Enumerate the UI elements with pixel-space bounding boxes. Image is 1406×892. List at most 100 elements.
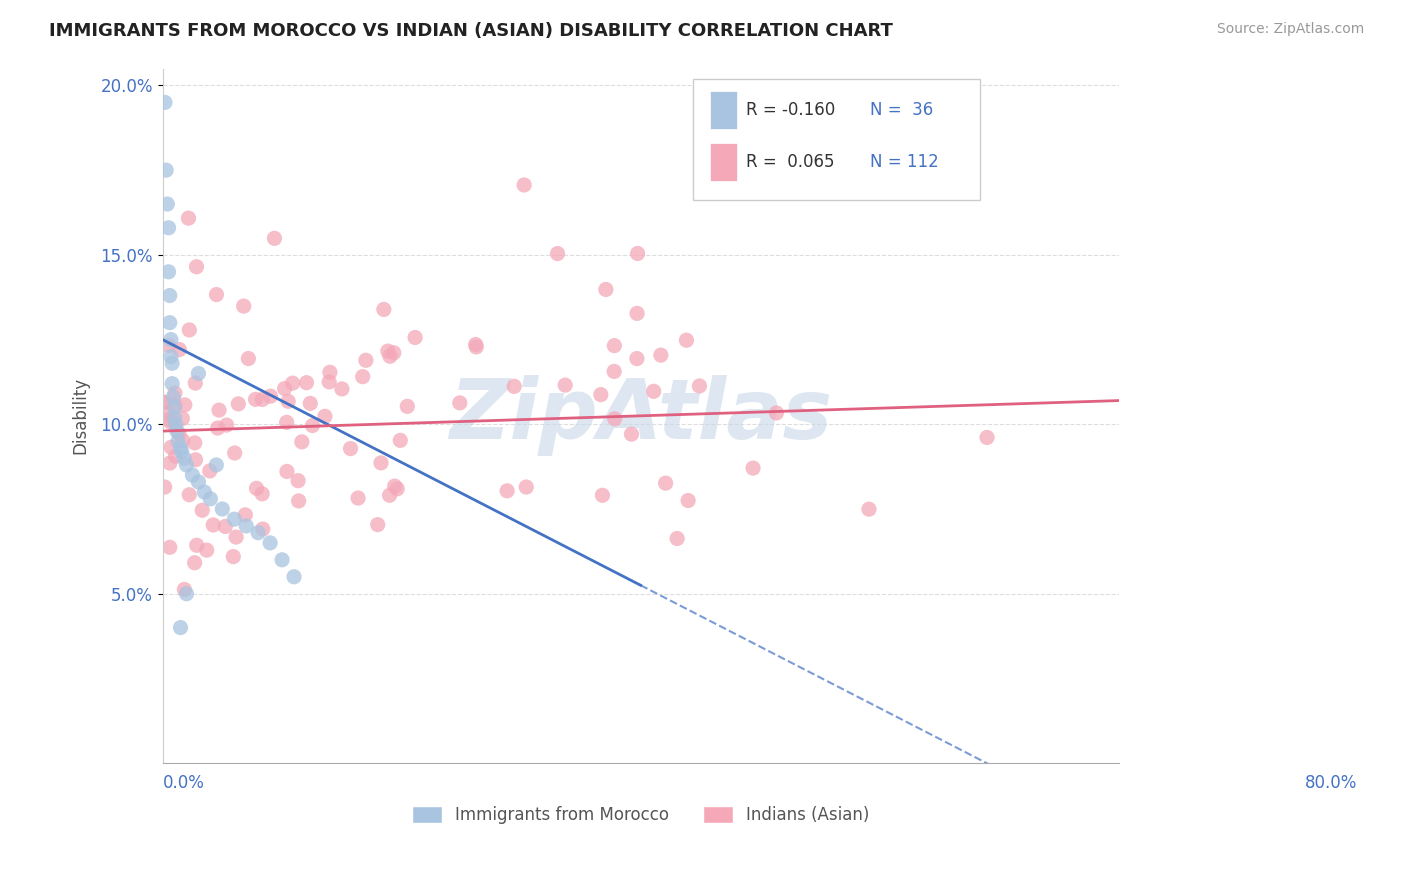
Text: N = 112: N = 112 xyxy=(870,153,939,171)
Point xyxy=(858,502,880,516)
Point xyxy=(367,517,389,532)
Point xyxy=(211,502,233,516)
Point xyxy=(273,382,295,396)
Point xyxy=(654,476,676,491)
Point xyxy=(167,434,190,449)
Point xyxy=(162,390,184,404)
Point xyxy=(742,461,765,475)
Point xyxy=(377,344,399,359)
Text: 0.0%: 0.0% xyxy=(163,774,204,792)
Point xyxy=(595,283,617,297)
Point xyxy=(225,530,247,544)
Point xyxy=(382,346,405,360)
Point xyxy=(208,403,231,417)
Point xyxy=(159,288,181,302)
Point xyxy=(181,468,204,483)
Point xyxy=(603,364,626,378)
Point xyxy=(676,493,699,508)
Point xyxy=(157,220,180,235)
Point xyxy=(159,456,181,470)
Point xyxy=(167,426,190,441)
Point xyxy=(347,491,370,505)
Point xyxy=(160,440,183,454)
Point xyxy=(319,365,342,379)
Point xyxy=(159,541,181,555)
Point xyxy=(396,400,419,414)
Point xyxy=(650,348,672,362)
Point xyxy=(152,395,174,409)
Point xyxy=(496,483,519,498)
Point xyxy=(202,518,225,533)
Point xyxy=(465,340,488,354)
Point xyxy=(385,482,408,496)
Point xyxy=(314,409,336,424)
Point xyxy=(603,412,626,426)
Point xyxy=(301,418,323,433)
FancyBboxPatch shape xyxy=(693,78,980,201)
FancyBboxPatch shape xyxy=(710,91,737,129)
Point xyxy=(330,382,353,396)
Point xyxy=(159,415,181,429)
Point xyxy=(157,412,180,426)
Point xyxy=(165,450,187,464)
Point xyxy=(159,316,181,330)
Point xyxy=(186,538,208,552)
Point xyxy=(378,488,401,502)
Point xyxy=(643,384,665,399)
Point xyxy=(184,436,207,450)
Point xyxy=(688,379,710,393)
Point xyxy=(277,394,299,409)
Point xyxy=(160,356,183,370)
Point xyxy=(675,333,697,347)
Point xyxy=(247,525,270,540)
Point xyxy=(259,536,281,550)
Point xyxy=(163,386,186,401)
Point xyxy=(184,376,207,390)
Point xyxy=(503,379,526,393)
Point xyxy=(163,399,186,413)
Point xyxy=(591,488,613,502)
FancyBboxPatch shape xyxy=(710,144,737,181)
Point xyxy=(176,587,198,601)
Point xyxy=(515,480,537,494)
Point xyxy=(384,479,406,493)
Point xyxy=(169,441,191,455)
Point xyxy=(156,406,179,420)
Point xyxy=(513,178,536,192)
Point xyxy=(620,427,643,442)
Point xyxy=(170,444,193,458)
Point xyxy=(191,503,214,517)
Point xyxy=(354,353,377,368)
Point xyxy=(173,582,195,597)
Point xyxy=(222,549,245,564)
Point xyxy=(245,392,267,407)
Point xyxy=(232,299,254,313)
Point xyxy=(160,376,183,391)
Point xyxy=(193,485,215,500)
Point xyxy=(224,446,246,460)
Point xyxy=(226,397,249,411)
Point xyxy=(187,475,209,489)
Point xyxy=(276,465,298,479)
Point xyxy=(172,411,194,425)
Point xyxy=(259,389,281,403)
Point xyxy=(378,349,401,363)
Point xyxy=(245,481,267,495)
Point xyxy=(464,337,486,351)
Point xyxy=(163,410,186,425)
Point xyxy=(173,398,195,412)
Point xyxy=(160,333,183,347)
Point xyxy=(184,452,207,467)
Point xyxy=(666,532,689,546)
Point xyxy=(179,488,201,502)
Point xyxy=(156,197,179,211)
Point xyxy=(165,417,187,432)
Point xyxy=(765,406,787,420)
Text: 80.0%: 80.0% xyxy=(1305,774,1358,792)
Point xyxy=(339,442,361,456)
Point xyxy=(153,95,176,110)
Point xyxy=(547,246,569,260)
Point xyxy=(352,369,374,384)
Point xyxy=(160,350,183,364)
Text: Source: ZipAtlas.com: Source: ZipAtlas.com xyxy=(1216,22,1364,37)
